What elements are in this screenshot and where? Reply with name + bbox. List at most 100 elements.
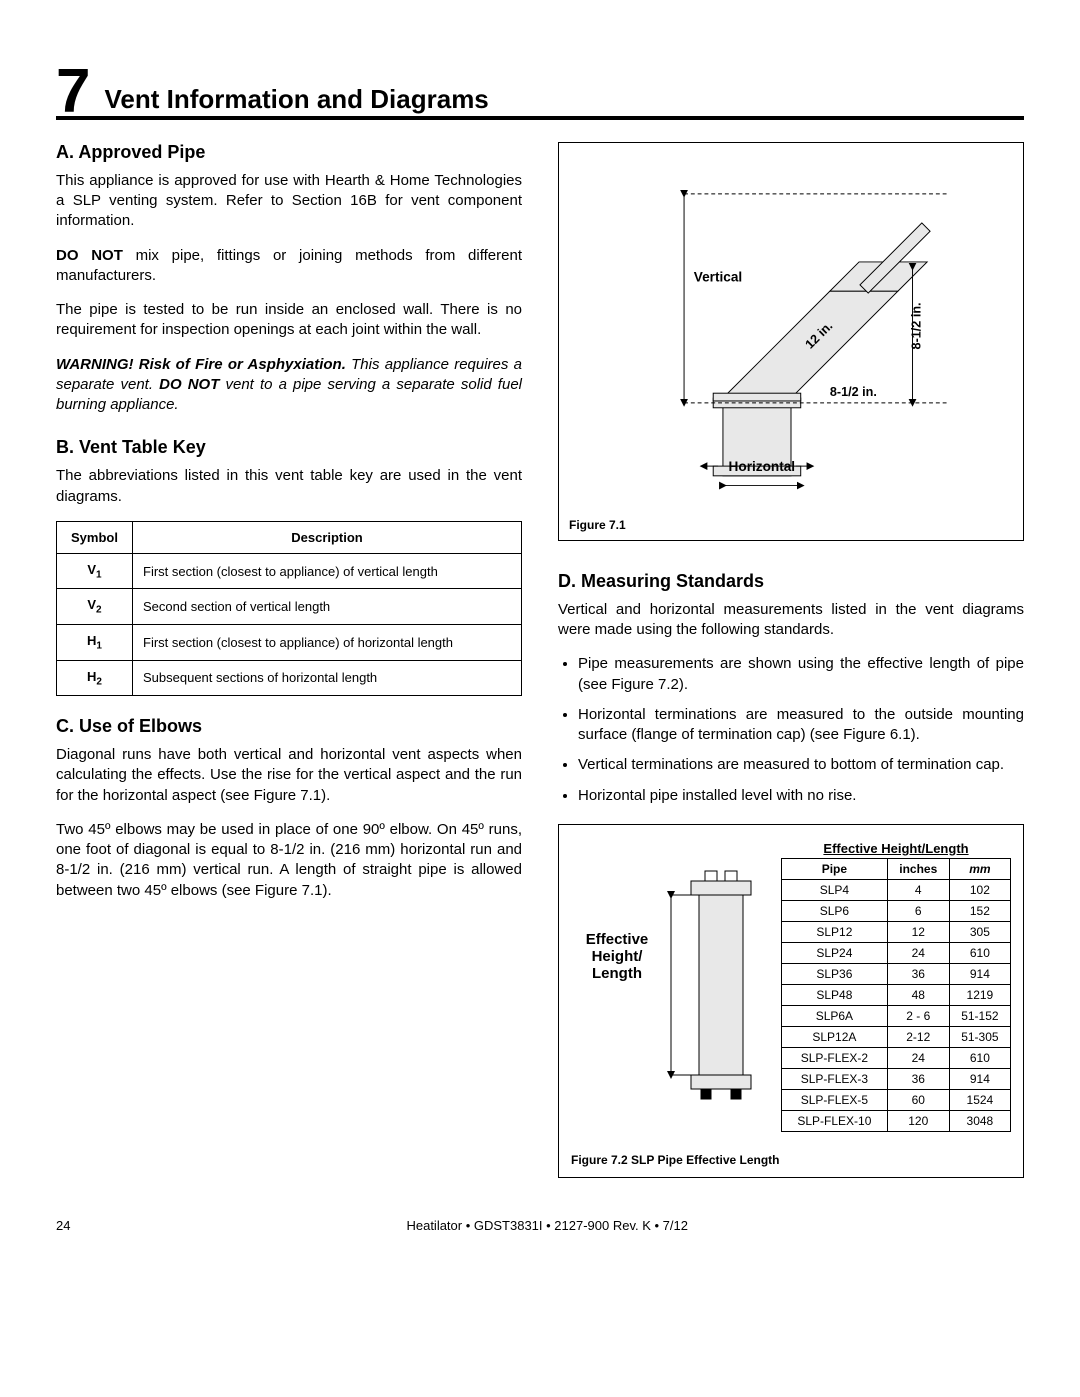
- table-row: SLP44102: [782, 879, 1011, 900]
- table-row: SLP48481219: [782, 984, 1011, 1005]
- cell: 51-305: [949, 1026, 1010, 1047]
- table-row: V1First section (closest to appliance) o…: [57, 553, 522, 589]
- cell: 12: [887, 921, 949, 942]
- cell: 102: [949, 879, 1010, 900]
- cell: 6: [887, 900, 949, 921]
- cell: 36: [887, 1068, 949, 1089]
- cell: 1219: [949, 984, 1010, 1005]
- hdr-symbol: Symbol: [57, 521, 133, 553]
- page-number: 24: [56, 1218, 70, 1233]
- desc-cell: First section (closest to appliance) of …: [133, 553, 522, 589]
- figure-7-2: Effective Height/ Length: [558, 824, 1024, 1178]
- list-item: Pipe measurements are shown using the ef…: [578, 654, 1024, 695]
- cell: 24: [887, 942, 949, 963]
- cell: SLP36: [782, 963, 888, 984]
- d-p1: Vertical and horizontal measurements lis…: [558, 600, 1024, 641]
- pipe-length-table: Pipe inches mm SLP44102SLP66152SLP121230…: [781, 858, 1011, 1132]
- symbol-cell: H2: [57, 660, 133, 696]
- cell: 4: [887, 879, 949, 900]
- cell: SLP48: [782, 984, 888, 1005]
- cell: SLP24: [782, 942, 888, 963]
- a-p1: This appliance is approved for use with …: [56, 171, 522, 232]
- desc-cell: First section (closest to appliance) of …: [133, 624, 522, 660]
- warn-pre: WARNING! Risk of Fire or Asphyxiation.: [56, 356, 346, 373]
- warn-bold: DO NOT: [159, 376, 219, 393]
- heading-d: D. Measuring Standards: [558, 571, 1024, 592]
- cell: 60: [887, 1089, 949, 1110]
- list-item: Vertical terminations are measured to bo…: [578, 755, 1024, 775]
- cell: 48: [887, 984, 949, 1005]
- table-header-row: Symbol Description: [57, 521, 522, 553]
- heading-a: A. Approved Pipe: [56, 142, 522, 163]
- table-row: SLP2424610: [782, 942, 1011, 963]
- cell: 610: [949, 942, 1010, 963]
- cell: SLP-FLEX-5: [782, 1089, 888, 1110]
- a-p3: The pipe is tested to be run inside an e…: [56, 300, 522, 341]
- cell: 24: [887, 1047, 949, 1068]
- cell: 2-12: [887, 1026, 949, 1047]
- pipe-table-header: Effective Height/Length: [781, 841, 1011, 856]
- table-row: SLP-FLEX-5601524: [782, 1089, 1011, 1110]
- figure-7-1-caption: Figure 7.1: [569, 518, 1013, 532]
- a-p2: DO NOT mix pipe, ﬁttings or joining meth…: [56, 246, 522, 287]
- cell: SLP-FLEX-3: [782, 1068, 888, 1089]
- table-row: H2Subsequent sections of horizontal leng…: [57, 660, 522, 696]
- effective-label: Effective Height/ Length: [573, 931, 661, 982]
- table-row: SLP3636914: [782, 963, 1011, 984]
- cell: 36: [887, 963, 949, 984]
- table-row: SLP-FLEX-336914: [782, 1068, 1011, 1089]
- hdr-desc: Description: [133, 521, 522, 553]
- cell: SLP-FLEX-10: [782, 1110, 888, 1131]
- figure-7-2-caption: Figure 7.2 SLP Pipe Effective Length: [571, 1153, 1011, 1167]
- lbl-812-top: 8-1/2 in.: [830, 385, 877, 399]
- warning-a: WARNING! Risk of Fire or Asphyxiation. T…: [56, 355, 522, 416]
- a-p2-bold: DO NOT: [56, 247, 123, 264]
- symbol-cell: V1: [57, 553, 133, 589]
- desc-cell: Subsequent sections of horizontal length: [133, 660, 522, 696]
- desc-cell: Second section of vertical length: [133, 589, 522, 625]
- table-row: V2Second section of vertical length: [57, 589, 522, 625]
- hdr-mm: mm: [949, 858, 1010, 879]
- cell: SLP-FLEX-2: [782, 1047, 888, 1068]
- c-p1: Diagonal runs have both vertical and hor…: [56, 745, 522, 806]
- page: 7 Vent Information and Diagrams A. Appro…: [0, 0, 1080, 1273]
- c-p2: Two 45º elbows may be used in place of o…: [56, 820, 522, 901]
- lbl-812-side: 8-1/2 in.: [909, 302, 923, 349]
- table-row: SLP12A2-1251-305: [782, 1026, 1011, 1047]
- list-item: Horizontal terminations are measured to …: [578, 705, 1024, 746]
- pipe-diagram: Effective Height/ Length: [571, 841, 771, 1141]
- cell: SLP6: [782, 900, 888, 921]
- table-row: SLP-FLEX-224610: [782, 1047, 1011, 1068]
- d-bullets: Pipe measurements are shown using the ef…: [558, 654, 1024, 806]
- heading-c: C. Use of Elbows: [56, 716, 522, 737]
- cell: SLP4: [782, 879, 888, 900]
- table-row: SLP66152: [782, 900, 1011, 921]
- cell: 152: [949, 900, 1010, 921]
- hdr-inches: inches: [887, 858, 949, 879]
- cell: 914: [949, 1068, 1010, 1089]
- vent-elbow-diagram: Vertical 12 in. 8-1/2 in. 8-1/2 in. Hori…: [569, 155, 1013, 505]
- b-p1: The abbreviations listed in this vent ta…: [56, 466, 522, 507]
- cell: SLP12: [782, 921, 888, 942]
- lbl-horizontal: Horizontal: [729, 459, 796, 474]
- figure-7-1: Vertical 12 in. 8-1/2 in. 8-1/2 in. Hori…: [558, 142, 1024, 541]
- table-row: H1First section (closest to appliance) o…: [57, 624, 522, 660]
- footer-text: Heatilator • GDST3831I • 2127-900 Rev. K…: [70, 1218, 1024, 1233]
- cell: 914: [949, 963, 1010, 984]
- table-row: SLP6A2 - 651-152: [782, 1005, 1011, 1026]
- lbl-vertical: Vertical: [694, 269, 742, 284]
- a-p2-rest: mix pipe, ﬁttings or joining methods fro…: [56, 247, 522, 284]
- heading-b: B. Vent Table Key: [56, 437, 522, 458]
- cell: 305: [949, 921, 1010, 942]
- cell: 610: [949, 1047, 1010, 1068]
- symbol-cell: H1: [57, 624, 133, 660]
- cell: 2 - 6: [887, 1005, 949, 1026]
- pipe-svg: [571, 841, 771, 1141]
- left-column: A. Approved Pipe This appliance is appro…: [56, 142, 522, 1178]
- content-columns: A. Approved Pipe This appliance is appro…: [56, 142, 1024, 1178]
- table-row: SLP1212305: [782, 921, 1011, 942]
- cell: 120: [887, 1110, 949, 1131]
- cell: SLP6A: [782, 1005, 888, 1026]
- list-item: Horizontal pipe installed level with no …: [578, 786, 1024, 806]
- symbol-cell: V2: [57, 589, 133, 625]
